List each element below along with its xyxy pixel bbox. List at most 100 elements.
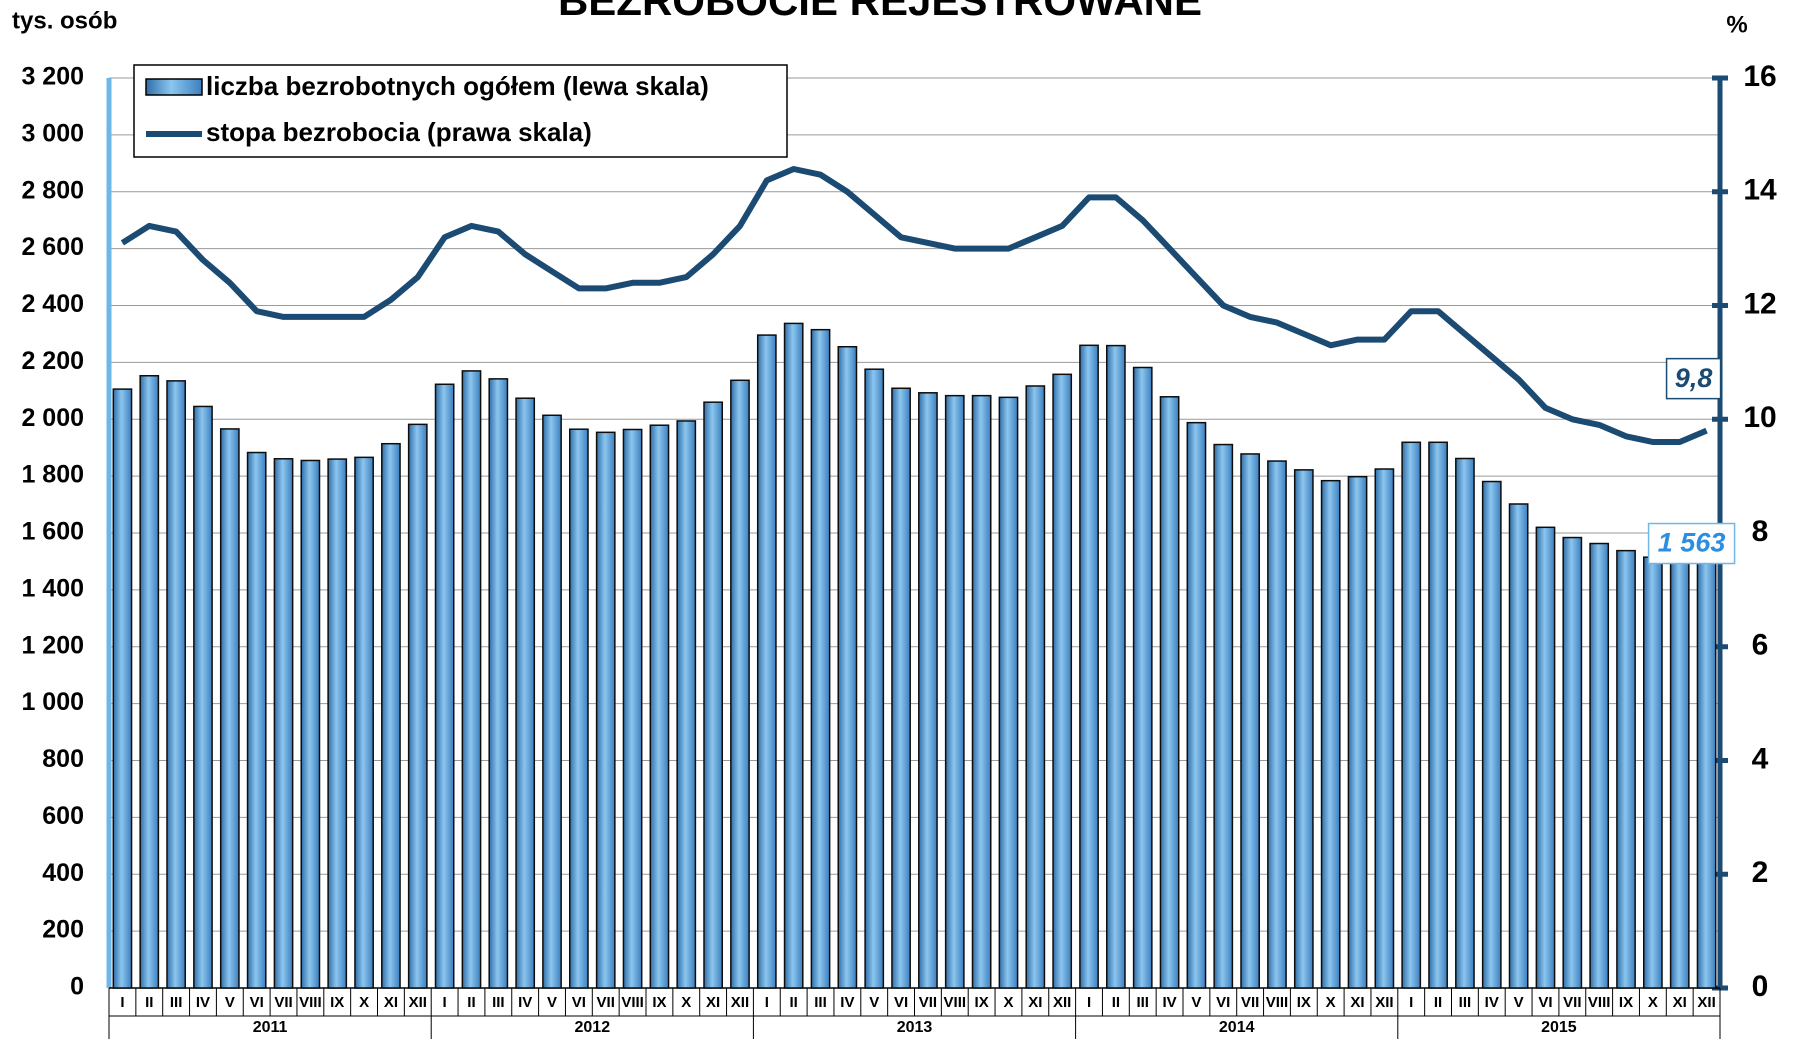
rate-line xyxy=(120,166,1708,445)
bar xyxy=(1455,457,1475,989)
x-tick-label: IX xyxy=(1619,994,1633,1011)
x-tick-label: V xyxy=(225,994,235,1011)
x-tick-label: XII xyxy=(1375,994,1393,1011)
y-tick-label: 3 200 xyxy=(21,63,84,91)
x-tick-label: II xyxy=(1112,994,1120,1011)
bar xyxy=(1347,475,1368,989)
bar xyxy=(1240,453,1261,989)
y-tick-label: 2 800 xyxy=(21,176,84,204)
bar xyxy=(1642,556,1663,989)
x-tick-label: II xyxy=(790,994,798,1011)
x-tick-label: I xyxy=(120,994,124,1011)
bar xyxy=(1696,542,1717,989)
x-tick-label: VII xyxy=(274,994,292,1011)
chart-title: BEZROBOCIE REJESTROWANE xyxy=(558,0,1202,24)
x-tick-label: XI xyxy=(706,994,720,1011)
x-tick-label: XI xyxy=(1028,994,1042,1011)
bar xyxy=(1374,468,1395,989)
y-tick-label: 1 600 xyxy=(21,518,84,546)
x-tick-label: VI xyxy=(250,994,264,1011)
x-tick-label: V xyxy=(1514,994,1524,1011)
x-tick-label: VIII xyxy=(299,994,322,1011)
y-tick-label: 600 xyxy=(42,802,84,830)
x-tick-label: IX xyxy=(1297,994,1311,1011)
x-tick-label: IX xyxy=(652,994,666,1011)
bar xyxy=(918,392,938,989)
x-tick-label: I xyxy=(443,994,447,1011)
bar xyxy=(515,397,536,989)
y2-axis-label: % xyxy=(1726,11,1747,38)
y-tick-label: 2 200 xyxy=(21,347,84,375)
y-tick-label: 0 xyxy=(70,973,84,1001)
bar xyxy=(1535,526,1556,989)
bar xyxy=(434,383,455,989)
x-tick-label: XII xyxy=(409,994,427,1011)
x-tick-label: II xyxy=(467,994,475,1011)
y2-tick-label: 4 xyxy=(1752,742,1769,775)
y-tick-label: 1 200 xyxy=(21,631,84,659)
year-label: 2014 xyxy=(1219,1019,1255,1036)
bar xyxy=(595,431,616,989)
bar xyxy=(273,458,294,989)
bar xyxy=(1079,344,1099,989)
bar xyxy=(944,394,965,989)
x-tick-label: IV xyxy=(518,994,532,1011)
bar xyxy=(1320,479,1341,989)
y-tick-label: 1 400 xyxy=(21,574,84,602)
x-tick-label: III xyxy=(814,994,827,1011)
x-tick-label: XI xyxy=(1673,994,1687,1011)
x-tick-label: VIII xyxy=(621,994,644,1011)
y-tick-label: 2 600 xyxy=(21,233,84,261)
bar xyxy=(407,423,428,989)
bar xyxy=(112,388,133,989)
y2-tick-label: 6 xyxy=(1752,629,1769,662)
bar xyxy=(837,345,858,989)
bar xyxy=(1105,344,1126,989)
bar xyxy=(1616,549,1636,989)
y2-tick-label: 12 xyxy=(1743,287,1776,320)
bar xyxy=(327,458,348,989)
x-tick-label: III xyxy=(1136,994,1149,1011)
bar xyxy=(488,378,509,989)
y-axis-label: tys. osób xyxy=(12,7,117,34)
bar xyxy=(1267,460,1287,989)
y2-tick-label: 16 xyxy=(1743,60,1776,93)
x-tick-label: IX xyxy=(975,994,989,1011)
bar xyxy=(756,334,777,989)
y2-tick-label: 8 xyxy=(1752,515,1769,548)
bar xyxy=(1159,396,1180,989)
legend-label: stopa bezrobocia (prawa skala) xyxy=(206,117,592,147)
data-label: 1 563 xyxy=(1658,528,1726,558)
bar xyxy=(1401,441,1422,989)
bar xyxy=(461,370,482,989)
y-tick-label: 1 000 xyxy=(21,688,84,716)
bar xyxy=(568,428,589,989)
x-tick-label: X xyxy=(1648,994,1658,1011)
bar xyxy=(381,442,401,989)
year-label: 2013 xyxy=(897,1019,933,1036)
bar xyxy=(649,424,670,989)
year-label: 2011 xyxy=(253,1019,288,1036)
bar xyxy=(730,379,750,989)
bar xyxy=(622,428,643,989)
bar xyxy=(1669,552,1690,989)
y2-tick-label: 0 xyxy=(1752,970,1769,1003)
bar xyxy=(1428,441,1448,989)
bar xyxy=(971,394,992,989)
bar xyxy=(1186,421,1207,989)
data-label: 9,8 xyxy=(1675,363,1713,393)
bar xyxy=(1025,385,1046,989)
bar xyxy=(246,451,267,989)
x-tick-label: IV xyxy=(1162,994,1176,1011)
x-tick-label: X xyxy=(359,994,369,1011)
x-tick-label: IV xyxy=(840,994,854,1011)
x-tick-label: VIII xyxy=(944,994,967,1011)
y-tick-label: 200 xyxy=(42,916,84,944)
data-label-box xyxy=(1665,357,1722,400)
y-tick-label: 1 800 xyxy=(21,461,84,489)
bar xyxy=(193,405,213,989)
bar xyxy=(810,328,831,989)
x-tick-label: III xyxy=(492,994,505,1011)
bar xyxy=(864,368,885,989)
